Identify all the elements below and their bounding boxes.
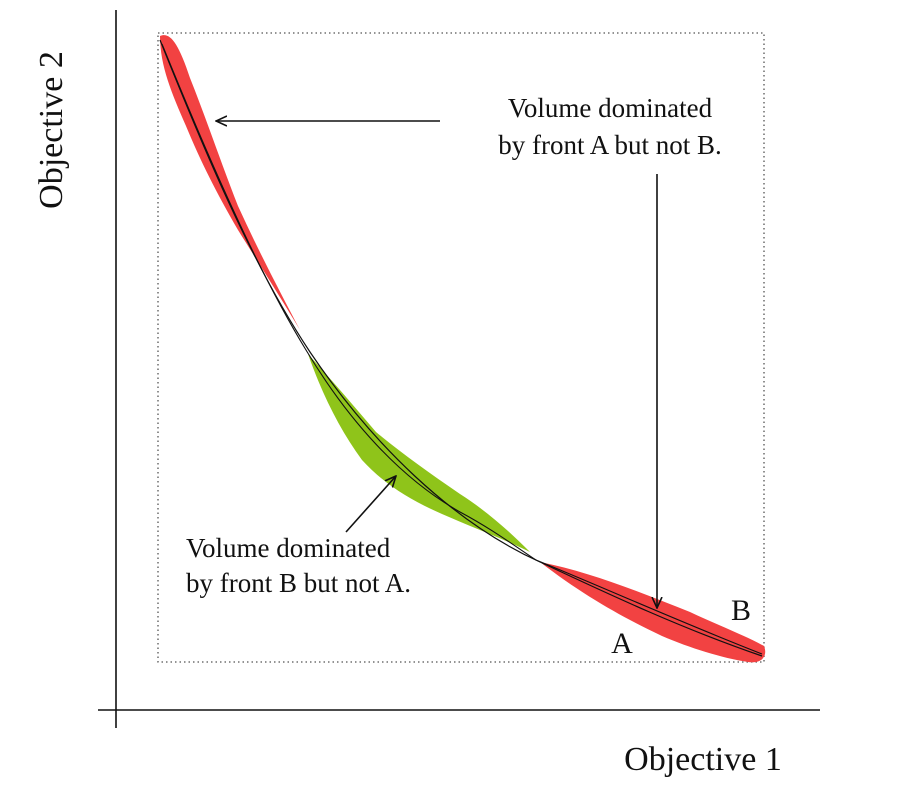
x-axis-label: Objective 1	[624, 741, 782, 778]
y-axis-label: Objective 2	[33, 51, 70, 209]
front-b-curve	[161, 43, 763, 655]
region-a-not-b-lower	[540, 562, 766, 663]
front-a-label: A	[611, 627, 633, 660]
front-b-label: B	[731, 594, 751, 627]
annotation-a-not-b-line2: by front A but not B.	[498, 130, 722, 160]
region-b-not-a	[308, 354, 530, 552]
reference-box	[157, 32, 765, 663]
annotation-b-not-a-line2: by front B but not A.	[186, 568, 411, 598]
arrow-to-green-region	[345, 476, 396, 533]
annotation-b-not-a-line1: Volume dominated	[186, 533, 391, 563]
front-a-curve	[159, 39, 763, 657]
region-a-not-b-upper	[160, 35, 300, 330]
annotation-a-not-b-line1: Volume dominated	[508, 93, 713, 123]
